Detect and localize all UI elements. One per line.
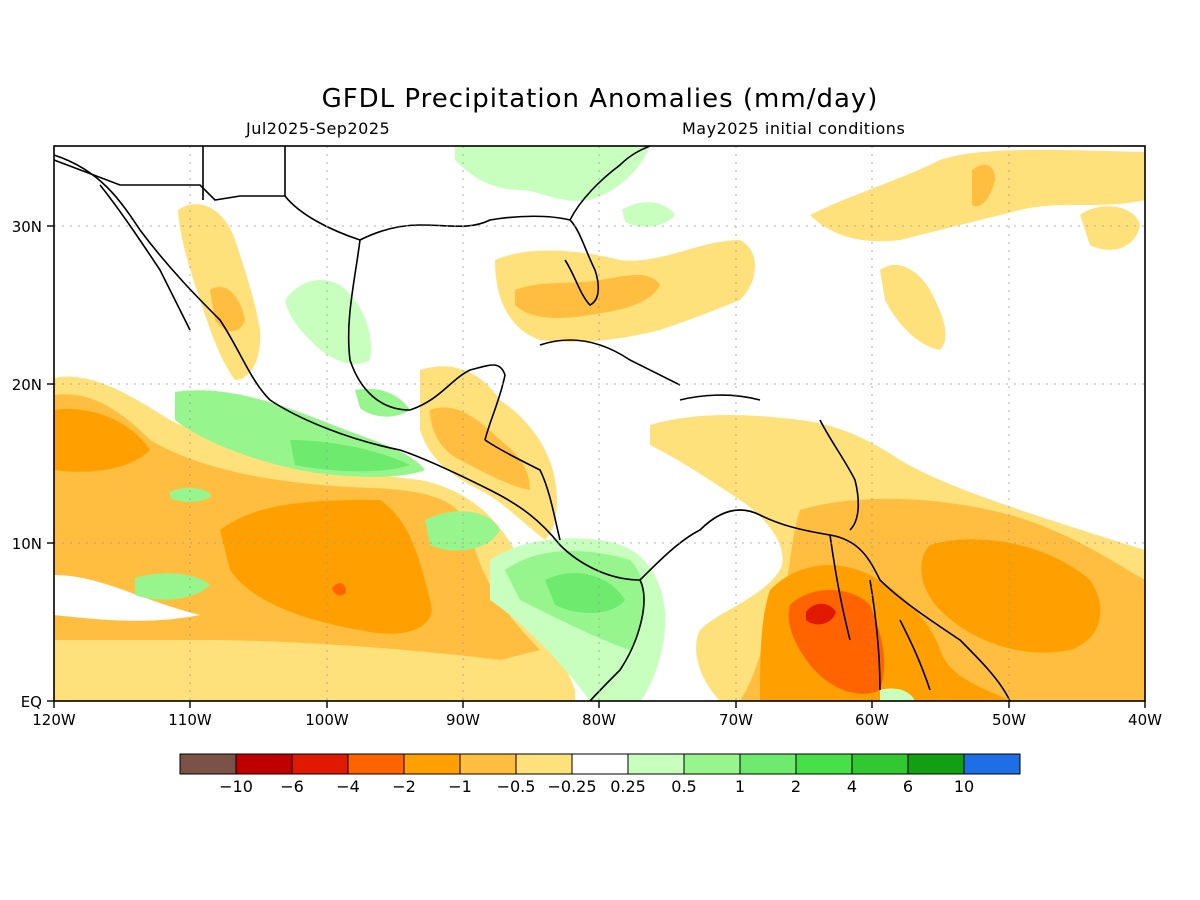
colorbar-label: −0.5 (497, 777, 536, 796)
lat-label: 10N (12, 535, 42, 553)
gulf-coast (202, 146, 600, 306)
mexico-gulf-coast (347, 239, 506, 441)
colorbar-label: −10 (219, 777, 253, 796)
colorbar-swatch (627, 753, 685, 775)
lon-label: 110W (168, 711, 212, 729)
atlantic-dry-mid (880, 264, 946, 350)
colorbar-swatch (907, 753, 965, 775)
lon-label: 100W (305, 711, 349, 729)
colorbar-swatch (347, 753, 405, 775)
colorbar-labels: −10 −6 −4 −2 −1 −0.5 −0.25 0.25 0.5 1 2 4 6 10 (219, 777, 974, 796)
lon-ticks (53, 701, 1146, 708)
colorbar-label: −4 (336, 777, 360, 796)
lon-label: 120W (32, 711, 76, 729)
colorbar-label: −2 (392, 777, 416, 796)
period-label: Jul2025-Sep2025 (246, 119, 391, 138)
central-america-dry-core (430, 407, 530, 490)
colorbar-label: 1 (735, 777, 745, 796)
colorbar-label: −6 (280, 777, 304, 796)
amazon-wet-spot (880, 688, 915, 701)
lon-labels: 120W 110W 100W 90W 80W 70W 60W 50W 40W (32, 711, 1162, 729)
colorbar-swatch (515, 753, 573, 775)
colorbar-label: 6 (903, 777, 913, 796)
colorbar-swatch (235, 753, 293, 775)
atlantic-coast (569, 146, 651, 221)
epac-wet-center (425, 511, 500, 551)
epac-white-strip (54, 575, 200, 621)
atlantic-dry-east (1080, 206, 1140, 250)
colorbar-swatch (291, 753, 349, 775)
epac-dry-west (54, 409, 150, 472)
colorbar-label: 4 (847, 777, 857, 796)
lesser-antilles (819, 419, 860, 531)
colorbar-label: −1 (448, 777, 472, 796)
lon-label: 40W (1128, 711, 1162, 729)
colorbar-swatch (795, 753, 853, 775)
baja-coast (99, 184, 191, 331)
colorbar-swatch (851, 753, 909, 775)
chart-title: GFDL Precipitation Anomalies (mm/day) (321, 84, 879, 114)
lat-labels: 30N 20N 10N EQ (12, 218, 42, 711)
epac-wet-small (170, 487, 212, 502)
colorbar-label: 10 (954, 777, 974, 796)
cuba (539, 339, 681, 386)
lon-label: 70W (719, 711, 753, 729)
colorbar-swatch (459, 753, 517, 775)
epac-wet-core (290, 440, 410, 472)
hispaniola (679, 394, 761, 401)
colorbar-swatch (179, 753, 237, 775)
lon-label: 90W (446, 711, 480, 729)
florida-dry-core (515, 275, 660, 318)
init-conditions-label: May2025 initial conditions (682, 119, 906, 138)
atlantic-wet-blob (622, 202, 675, 227)
anomaly-field (54, 146, 1145, 701)
colorbar-swatch (571, 753, 629, 775)
mexico-pacific-coast (54, 154, 645, 701)
colorbar-label: −0.25 (547, 777, 596, 796)
colorbar-label: 0.25 (610, 777, 646, 796)
grid-lines (54, 146, 1145, 701)
colorbar-label: 0.5 (671, 777, 696, 796)
colorbar (179, 753, 1021, 775)
lat-label: 20N (12, 376, 42, 394)
atlantic-dry-north-core (972, 164, 995, 207)
coastlines (54, 146, 1011, 701)
lon-label: 60W (855, 711, 889, 729)
guianas-borders (829, 534, 931, 691)
lat-label: 30N (12, 218, 42, 236)
colorbar-swatch (739, 753, 797, 775)
lat-ticks (47, 225, 54, 702)
panama-wet-core (545, 572, 625, 614)
epac-dry-spot (332, 583, 346, 596)
se-us-wet (455, 146, 650, 202)
colorbar-swatch (683, 753, 741, 775)
colorbar-label: 2 (791, 777, 801, 796)
lat-label: EQ (21, 693, 42, 711)
colorbar-swatch (963, 753, 1021, 775)
lon-label: 50W (992, 711, 1026, 729)
west-mexico-dry-core (210, 286, 245, 332)
guianas-dry-peak (806, 603, 836, 625)
epac-dry-core (220, 500, 432, 634)
atlantic-tropical-dry-core (921, 539, 1101, 653)
lon-label: 80W (582, 711, 616, 729)
colorbar-swatch (403, 753, 461, 775)
epac-wet-west (135, 573, 210, 600)
central-america (484, 439, 561, 541)
